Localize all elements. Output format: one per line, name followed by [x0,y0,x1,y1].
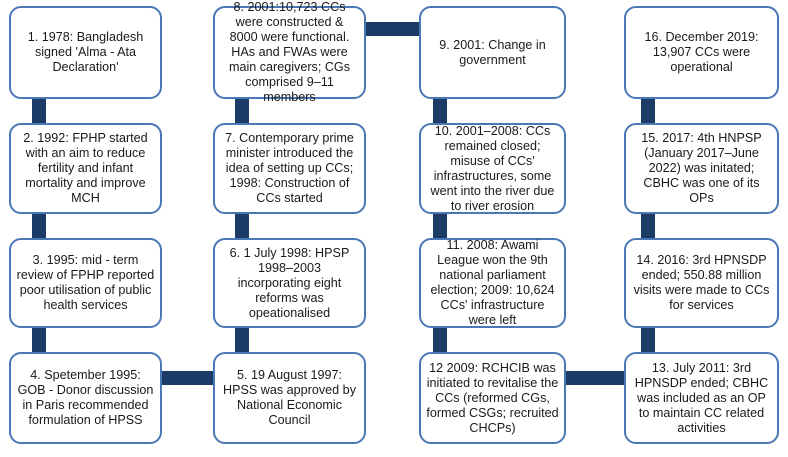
step-6-box: 6. 1 July 1998: HPSP 1998–2003 incorpora… [213,238,366,328]
step-9-box: 9. 2001: Change in government [419,6,566,99]
step-7-box: 7. Contemporary prime minister introduce… [213,123,366,214]
step-15-box: 15. 2017: 4th HNPSP (January 2017–June 2… [624,123,779,214]
step-1-box: 1. 1978: Bangladesh signed 'Alma - Ata D… [9,6,162,99]
connector-9-10 [433,98,447,124]
connector-14-15 [641,213,655,239]
step-13-box: 13. July 2011: 3rd HPNSDP ended; CBHC wa… [624,352,779,444]
connector-5-6 [235,327,249,353]
step-14-box: 14. 2016: 3rd HPNSDP ended; 550.88 milli… [624,238,779,328]
step-10-box: 10. 2001–2008: CCs remained closed; misu… [419,123,566,214]
step-4-box: 4. Spetember 1995: GOB - Donor discussio… [9,352,162,444]
step-11-box: 11. 2008: Awami League won the 9th natio… [419,238,566,328]
connector-10-11 [433,213,447,239]
step-3-box: 3. 1995: mid - term review of FPHP repor… [9,238,162,328]
connector-11-12 [433,327,447,353]
connector-1-2 [32,98,46,124]
step-2-box: 2. 1992: FPHP started with an aim to red… [9,123,162,214]
connector-13-14 [641,327,655,353]
step-5-box: 5. 19 August 1997: HPSS was approved by … [213,352,366,444]
connector-6-7 [235,213,249,239]
step-16-box: 16. December 2019: 13,907 CCs were opera… [624,6,779,99]
connector-8-9 [365,22,420,36]
connector-7-8 [235,98,249,124]
connector-4-5 [162,371,214,385]
connector-12-13 [565,371,625,385]
step-12-box: 12 2009: RCHCIB was initiated to revital… [419,352,566,444]
step-8-box: 8. 2001:10,723 CCs were constructed & 80… [213,0,366,104]
connector-2-3 [32,213,46,239]
connector-3-4 [32,327,46,353]
connector-15-16 [641,98,655,124]
